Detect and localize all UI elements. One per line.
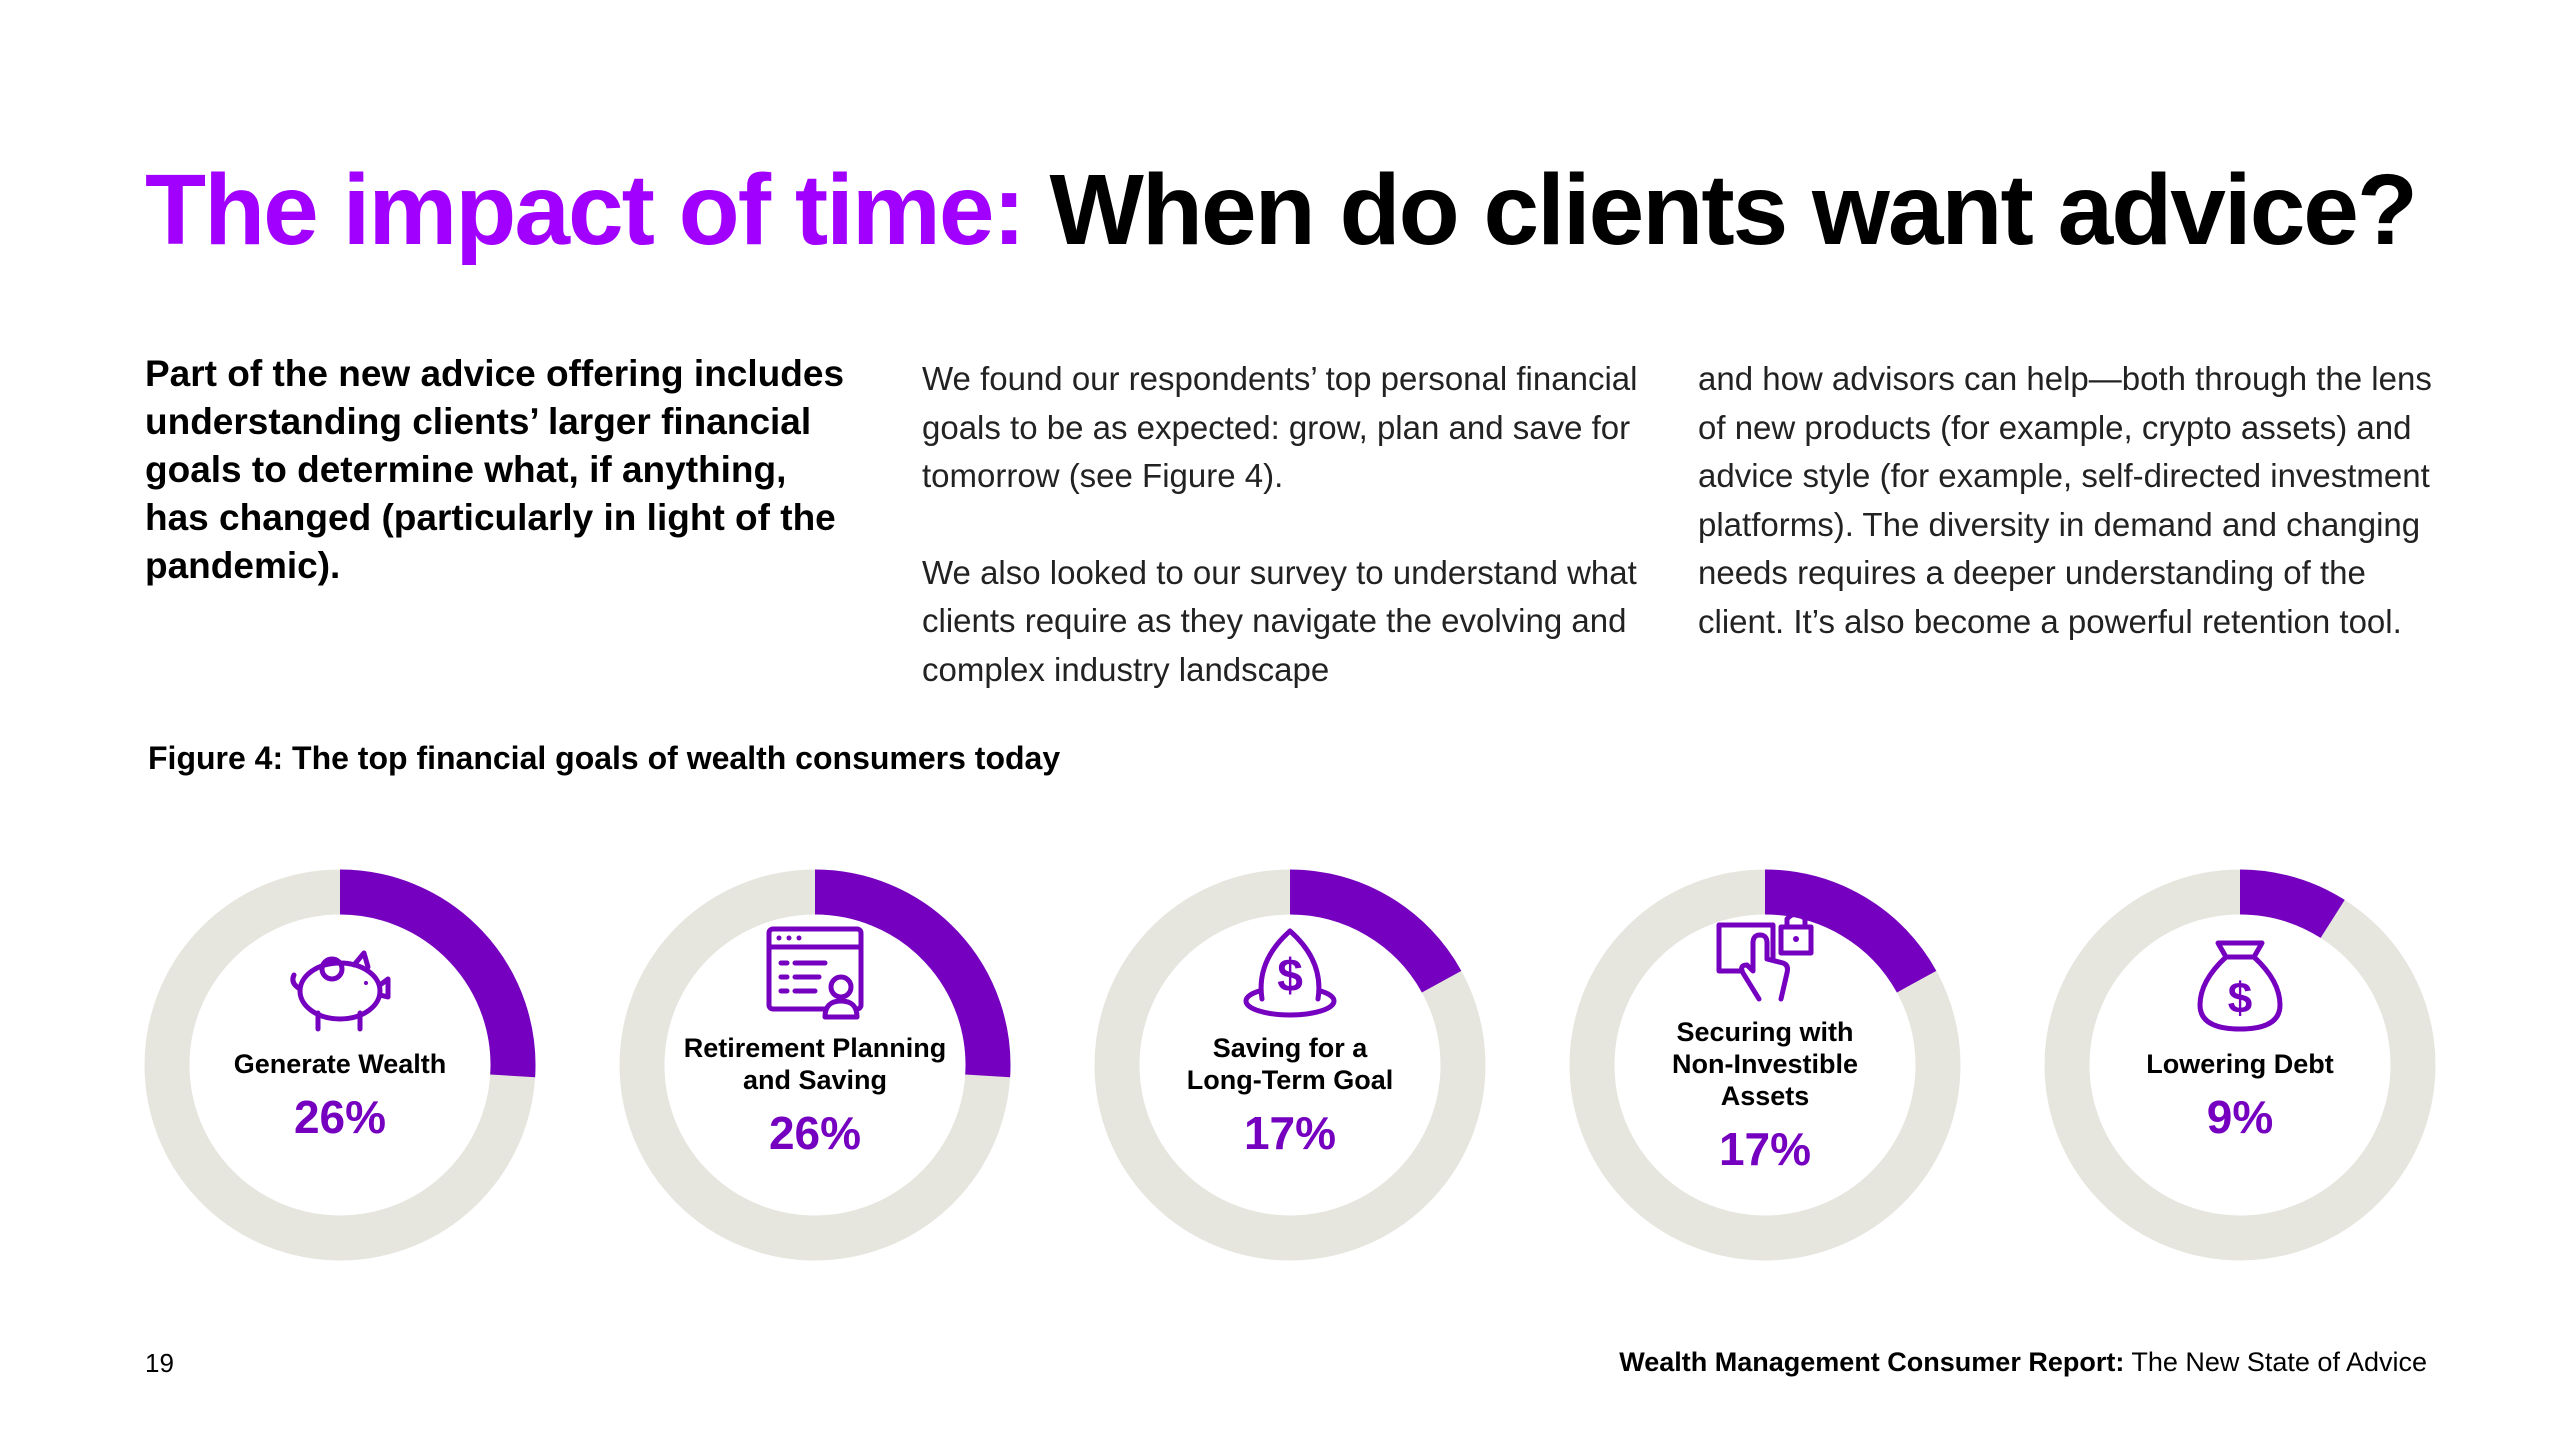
category-label: Saving for a xyxy=(1213,1033,1369,1063)
donut-segment xyxy=(339,869,536,1078)
body-paragraph: and how advisors can help—both through t… xyxy=(1698,360,2432,640)
donut-segment xyxy=(814,869,1011,1078)
piggy-bank-icon xyxy=(290,950,391,1032)
donut-item: Generate Wealth 26% xyxy=(144,869,536,1261)
figure-title: Figure 4: The top financial goals of wea… xyxy=(148,740,1061,776)
category-label: Long-Term Goal xyxy=(1187,1065,1394,1095)
body-paragraph: We also looked to our survey to understa… xyxy=(922,553,1637,688)
svg-text:$: $ xyxy=(1277,949,1303,1001)
secure-asset-icon xyxy=(1716,911,1814,1002)
donut-segment xyxy=(2239,869,2345,939)
category-label: Generate Wealth xyxy=(234,1049,447,1079)
category-label: Non-Investible xyxy=(1672,1049,1858,1079)
title-accent: The impact of time: xyxy=(145,154,1026,266)
donut-segment xyxy=(1764,869,1937,993)
body-column-3: and how advisors can help—both through t… xyxy=(1698,355,2458,694)
category-label: Retirement Planning xyxy=(684,1033,947,1063)
category-label: Assets xyxy=(1721,1081,1810,1111)
lead-paragraph: Part of the new advice offering includes… xyxy=(145,353,845,586)
value-label: 26% xyxy=(294,1091,386,1143)
report-footer: Wealth Management Consumer Report: The N… xyxy=(1619,1347,2427,1378)
body-column-2: We found our respondents’ top personal f… xyxy=(922,355,1642,742)
retirement-planner-icon xyxy=(766,926,864,1020)
savings-egg-icon: $ xyxy=(1243,928,1337,1018)
page-number: 19 xyxy=(145,1348,174,1378)
donut-segment xyxy=(1289,869,1462,993)
title-main: When do clients want advice? xyxy=(1049,154,2418,266)
value-label: 17% xyxy=(1719,1123,1811,1175)
value-label: 9% xyxy=(2207,1091,2273,1143)
money-bag-icon: $ xyxy=(2197,940,2283,1032)
page-title: The impact of time: When do clients want… xyxy=(145,150,2445,270)
report-title: Wealth Management Consumer Report: xyxy=(1619,1347,2125,1377)
svg-text:$: $ xyxy=(2228,974,2252,1023)
donut-item: $ Lowering Debt 9% xyxy=(2044,869,2436,1261)
body-paragraph: We found our respondents’ top personal f… xyxy=(922,360,1638,494)
value-label: 26% xyxy=(769,1107,861,1159)
report-subtitle: The New State of Advice xyxy=(2124,1347,2427,1377)
category-label: Lowering Debt xyxy=(2146,1049,2334,1079)
value-label: 17% xyxy=(1244,1107,1336,1159)
category-label: and Saving xyxy=(743,1065,887,1095)
category-label: Securing with xyxy=(1676,1017,1853,1047)
